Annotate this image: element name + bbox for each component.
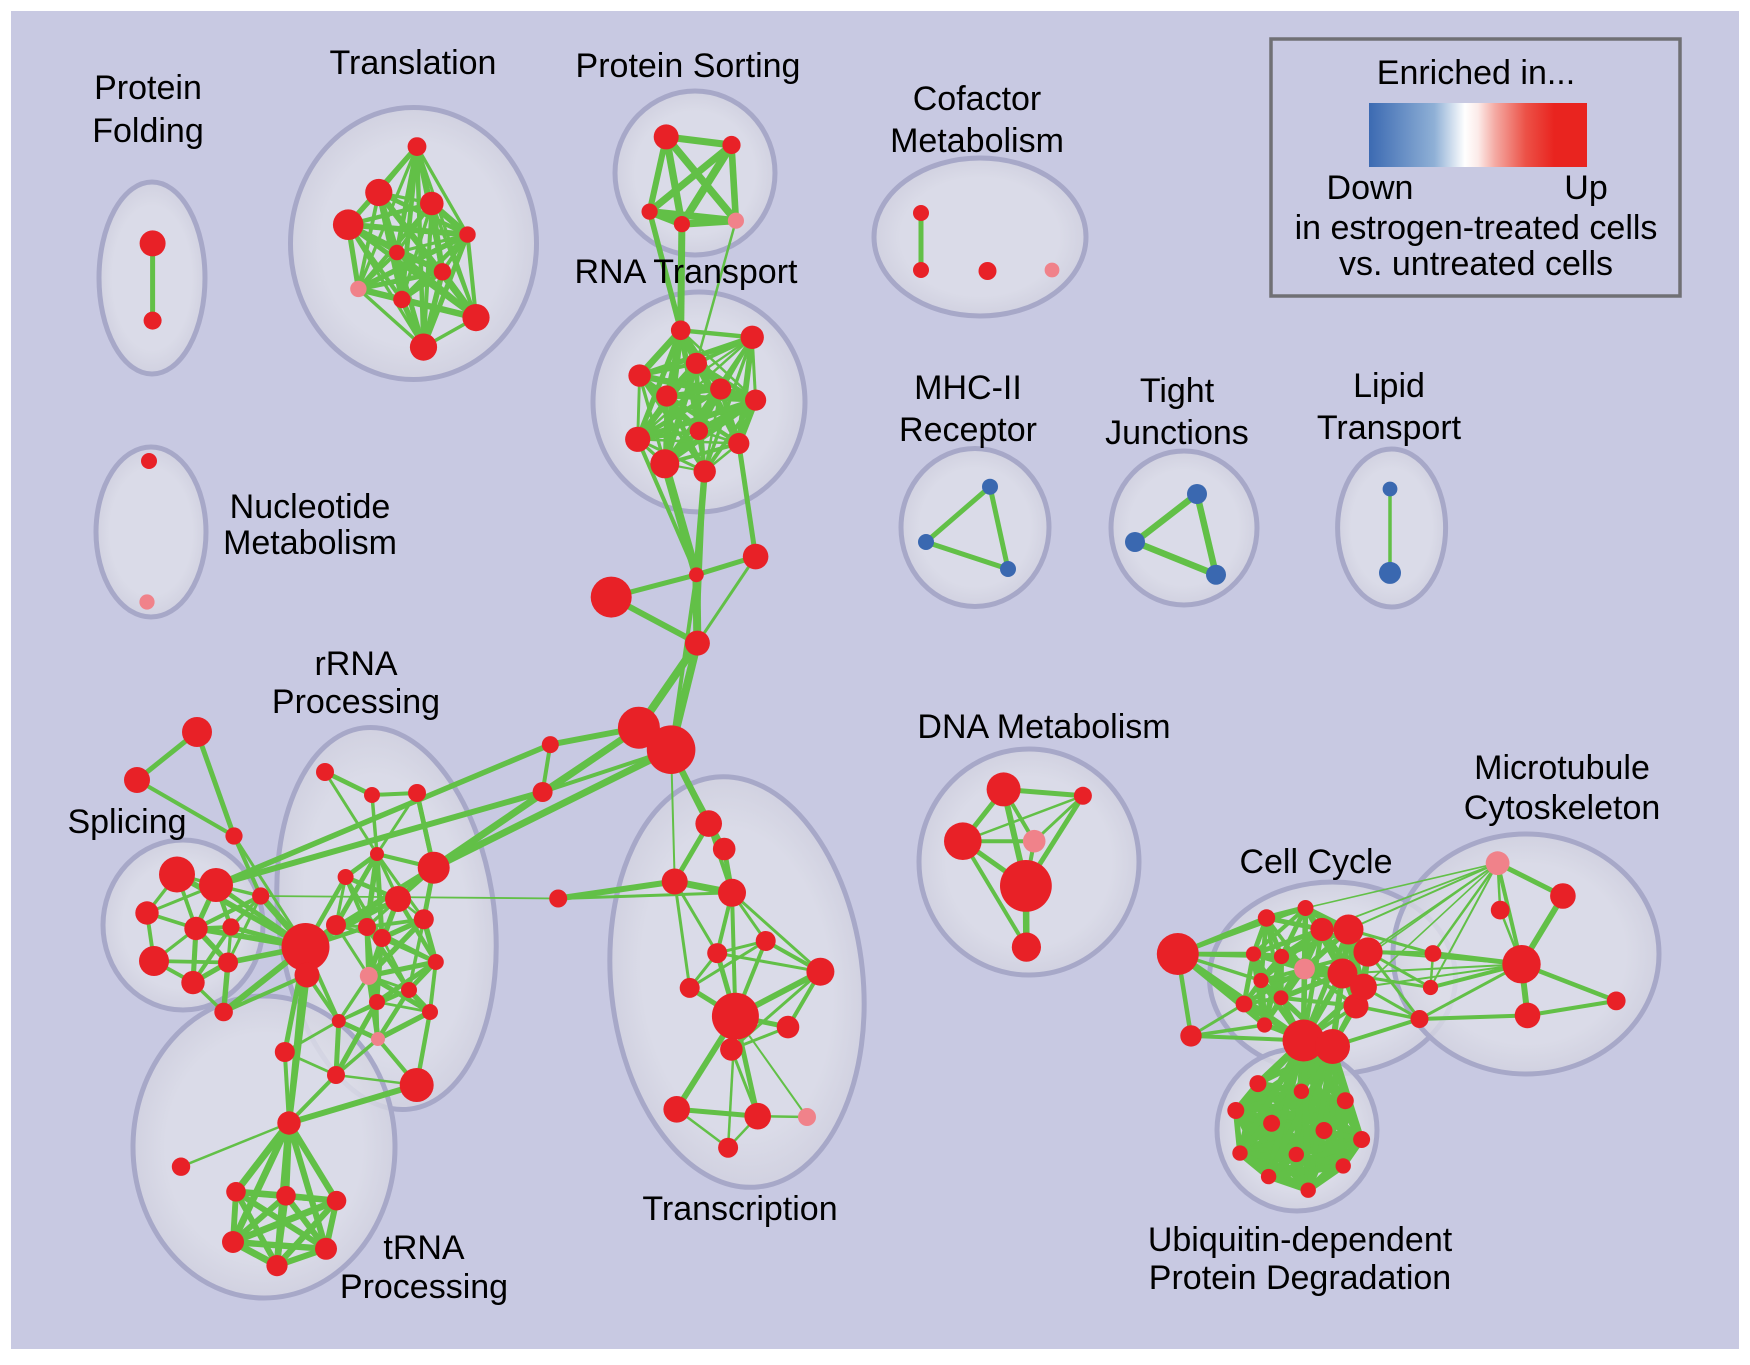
svg-text:Protein Sorting: Protein Sorting [576,47,801,85]
svg-text:Transcription: Transcription [642,1190,837,1228]
svg-text:Ubiquitin-dependent: Ubiquitin-dependent [1148,1221,1453,1259]
svg-text:Junctions: Junctions [1105,414,1249,452]
svg-text:Nucleotide: Nucleotide [230,488,391,526]
svg-text:Processing: Processing [340,1268,508,1306]
svg-text:Metabolism: Metabolism [223,524,397,562]
svg-text:Folding: Folding [92,112,204,150]
svg-text:rRNA: rRNA [314,645,397,683]
svg-text:Down: Down [1327,169,1414,207]
svg-text:Translation: Translation [330,44,497,82]
svg-text:vs. untreated cells: vs. untreated cells [1339,245,1613,283]
svg-text:Metabolism: Metabolism [890,122,1064,160]
svg-text:Protein: Protein [94,69,202,107]
svg-text:Cell Cycle: Cell Cycle [1239,843,1392,881]
svg-text:Transport: Transport [1317,409,1462,447]
svg-text:Receptor: Receptor [899,411,1037,449]
svg-text:in estrogen-treated cells: in estrogen-treated cells [1295,209,1658,247]
svg-text:Splicing: Splicing [67,803,186,841]
svg-text:Cofactor: Cofactor [913,80,1042,118]
svg-text:Cytoskeleton: Cytoskeleton [1464,789,1661,827]
svg-text:DNA Metabolism: DNA Metabolism [917,708,1170,746]
svg-text:Enriched in...: Enriched in... [1377,54,1575,92]
svg-text:tRNA: tRNA [383,1229,465,1267]
svg-text:Tight: Tight [1140,372,1215,410]
svg-text:Lipid: Lipid [1353,367,1425,405]
svg-text:Up: Up [1564,169,1607,207]
svg-text:RNA Transport: RNA Transport [575,253,799,291]
svg-text:Protein Degradation: Protein Degradation [1149,1259,1451,1297]
svg-text:Processing: Processing [272,683,440,721]
svg-text:MHC-II: MHC-II [914,369,1022,407]
svg-text:Microtubule: Microtubule [1474,749,1650,787]
